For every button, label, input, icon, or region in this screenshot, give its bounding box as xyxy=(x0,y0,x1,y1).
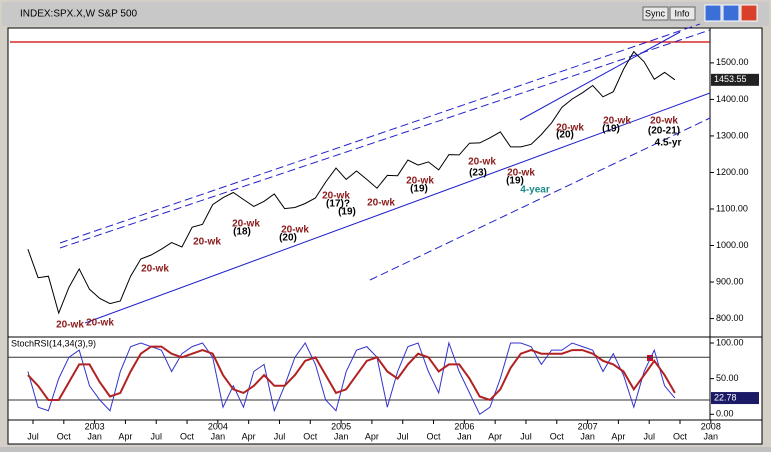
channel-line xyxy=(59,29,711,249)
annotation: (18) xyxy=(233,227,251,238)
title-bar xyxy=(2,2,769,26)
x-tick-label: Apr xyxy=(118,431,132,441)
y-tick-label: 1000.00 xyxy=(716,240,749,250)
x-tick-label: Jul xyxy=(397,431,409,441)
annotation: 20-wk xyxy=(367,198,395,209)
annotation: 20-wk xyxy=(603,116,631,127)
last-value-box xyxy=(711,73,759,86)
y-tick-label: 1300.00 xyxy=(716,130,749,140)
x-tick-label: Oct xyxy=(303,431,318,441)
last-value-box xyxy=(711,392,759,405)
channel-line xyxy=(369,117,711,281)
x-tick-label: Oct xyxy=(427,431,442,441)
y-tick-label: 0.00 xyxy=(716,409,734,419)
close-button[interactable] xyxy=(740,4,758,22)
annotation: 20-wk xyxy=(507,168,535,179)
y-tick-label: 100.00 xyxy=(716,337,744,347)
annotation: 20-wk xyxy=(86,318,114,329)
annotation: (19) xyxy=(338,207,356,218)
minimize-button[interactable] xyxy=(704,4,722,22)
y-tick-label: 1500.00 xyxy=(716,57,749,67)
annotation: 20-wk xyxy=(650,116,678,127)
x-tick-label: Jul xyxy=(27,431,39,441)
sync-label[interactable]: Sync xyxy=(645,8,666,18)
annotation: 20-wk xyxy=(406,176,434,187)
x-year-label: 2004 xyxy=(208,421,228,431)
annotation: 20-wk xyxy=(322,191,350,202)
annotation: (19) xyxy=(506,176,524,187)
stoch-axis xyxy=(709,336,763,421)
x-tick-label: Jan xyxy=(334,431,349,441)
annotation: (17)? xyxy=(326,199,350,210)
x-tick-label: Apr xyxy=(488,431,502,441)
x-tick-label: Jul xyxy=(643,431,655,441)
info-button[interactable] xyxy=(669,6,696,21)
annotation: 20-wk xyxy=(556,123,584,134)
x-year-label: 2003 xyxy=(85,421,105,431)
annotation: 20-wk xyxy=(281,225,309,236)
annotation: (19) xyxy=(410,184,428,195)
annotation: 20-wk xyxy=(232,219,260,230)
annotation: (19) xyxy=(602,124,620,135)
channel-line xyxy=(519,31,681,121)
x-tick-label: Jan xyxy=(704,431,719,441)
x-tick-label: Apr xyxy=(365,431,379,441)
x-year-label: 2007 xyxy=(578,421,598,431)
annotation: 4.5-yr xyxy=(655,138,682,149)
indicator-title: StochRSI(14,34(3),9) xyxy=(11,338,96,348)
x-year-label: 2005 xyxy=(331,421,351,431)
series-line xyxy=(27,341,676,416)
annotation: 20-wk xyxy=(56,320,84,331)
annotation: 20-wk xyxy=(141,264,169,275)
y-tick-label: 800.00 xyxy=(716,313,744,323)
x-tick-label: Jan xyxy=(211,431,226,441)
y-tick-label: 1100.00 xyxy=(716,203,748,213)
annotation: (20-21) xyxy=(648,126,680,137)
annotation: 20-wk xyxy=(468,157,496,168)
x-tick-label: Oct xyxy=(673,431,688,441)
annotation: (20) xyxy=(556,130,574,141)
x-tick-label: Oct xyxy=(180,431,195,441)
annotation: 20-wk xyxy=(193,237,221,248)
y-tick-label: 50.00 xyxy=(716,373,739,383)
x-tick-label: Jan xyxy=(87,431,102,441)
last-value-label: 1453.55 xyxy=(714,74,747,84)
x-tick-label: Jan xyxy=(580,431,595,441)
x-year-label: 2008 xyxy=(701,421,721,431)
x-tick-label: Jul xyxy=(520,431,532,441)
maximize-button[interactable] xyxy=(722,4,740,22)
series-line xyxy=(27,50,676,315)
annotation: (23) xyxy=(469,168,487,179)
x-tick-label: Jul xyxy=(150,431,162,441)
sync-button[interactable] xyxy=(642,6,669,21)
y-tick-label: 1200.00 xyxy=(716,167,749,177)
x-tick-label: Oct xyxy=(550,431,565,441)
channel-line xyxy=(84,92,711,324)
annotation: (20) xyxy=(279,233,297,244)
time-axis xyxy=(7,419,763,445)
x-tick-label: Jul xyxy=(274,431,286,441)
series-line xyxy=(27,345,676,402)
x-tick-label: Oct xyxy=(57,431,72,441)
x-year-label: 2006 xyxy=(454,421,474,431)
y-tick-label: 900.00 xyxy=(716,276,744,286)
x-tick-label: Jan xyxy=(457,431,472,441)
info-label[interactable]: Info xyxy=(674,8,689,18)
annotation: 4-year xyxy=(520,185,550,196)
channel-line xyxy=(59,23,701,244)
y-tick-label: 1400.00 xyxy=(716,94,749,104)
price-panel xyxy=(7,27,711,338)
x-tick-label: Apr xyxy=(242,431,256,441)
x-tick-label: Apr xyxy=(611,431,625,441)
last-value-label: 22.78 xyxy=(714,392,737,402)
window-title: INDEX:SPX.X,W S&P 500 xyxy=(20,9,138,20)
